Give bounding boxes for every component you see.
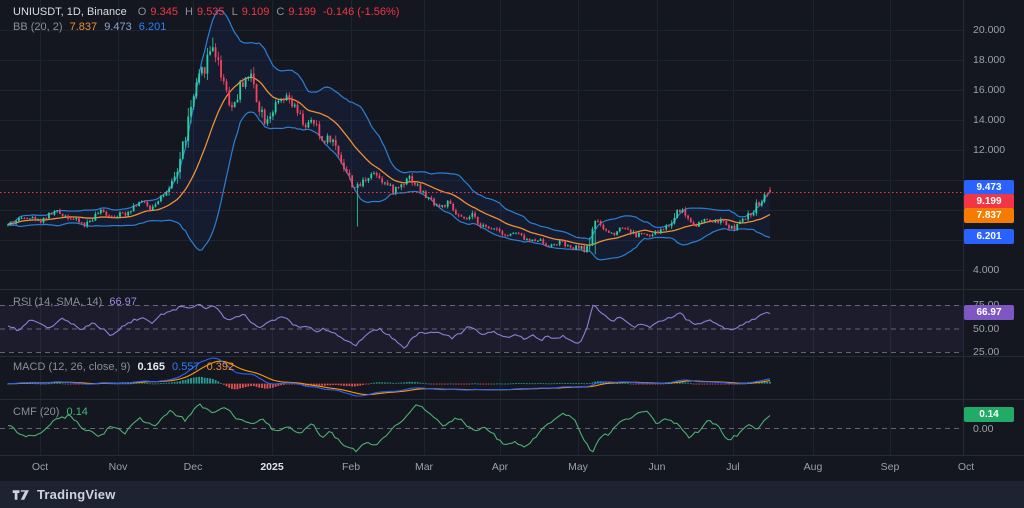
time-axis[interactable] (0, 455, 1024, 481)
time-axis-label: Feb (341, 461, 361, 473)
price-axis-label: 20.000 (973, 24, 1006, 36)
price-axis-label: 14.000 (973, 114, 1006, 126)
time-axis-label: Apr (491, 461, 509, 473)
price-badge: 9.199 (964, 194, 1014, 210)
high-label: H (185, 6, 193, 18)
cmf-value: 0.14 (66, 406, 88, 418)
macd-hist-value: 0.165 (137, 361, 165, 373)
rsi-label: RSI (14, SMA, 14) (13, 296, 103, 308)
open-value: 9.345 (150, 6, 178, 18)
tradingview-brand-text: TradingView (37, 487, 116, 502)
time-axis-label: Jul (726, 461, 740, 473)
attribution-bar: TradingView (0, 481, 1024, 508)
time-axis-label: May (568, 461, 588, 473)
macd-legend[interactable]: MACD (12, 26, close, 9) 0.165 0.557 0.39… (13, 361, 238, 373)
macd-label: MACD (12, 26, close, 9) (13, 361, 131, 373)
close-label: C (276, 6, 285, 18)
rsi-badge: 66.97 (964, 305, 1014, 321)
time-axis-label: Aug (803, 461, 823, 473)
tradingview-logo-link[interactable]: TradingView (12, 487, 116, 502)
low-label: L (231, 6, 238, 18)
bb-label: BB (20, 2) (13, 21, 63, 33)
price-axis[interactable] (963, 0, 1024, 455)
price-badge: 7.837 (964, 208, 1014, 224)
high-value: 9.535 (197, 6, 225, 18)
time-axis-label: 2025 (260, 461, 284, 473)
cmf-legend[interactable]: CMF (20) 0.14 (13, 406, 92, 418)
bb-basis-value: 7.837 (69, 21, 98, 33)
price-badge: 6.201 (964, 229, 1014, 245)
time-axis-label: Sep (880, 461, 900, 473)
cmf-zero-label: 0.00 (973, 423, 994, 435)
symbol-legend[interactable]: UNIUSDT, 1D, Binance O 9.345 H 9.535 L 9… (13, 6, 403, 18)
tradingview-logo-icon (12, 489, 29, 500)
low-value: 9.109 (241, 6, 270, 18)
time-axis-label: Oct (31, 461, 49, 473)
open-label: O (137, 6, 147, 18)
rsi-level-label: 50.00 (973, 322, 1000, 335)
rsi-level-label: 25.00 (973, 346, 1000, 358)
change-value: -0.146 (-1.56%) (323, 6, 400, 18)
price-axis-label: 18.000 (973, 54, 1006, 66)
macd-line-value: 0.557 (172, 361, 200, 373)
close-value: 9.199 (288, 6, 316, 18)
time-axis-label: Nov (108, 461, 128, 473)
time-axis-label: Dec (183, 461, 203, 473)
time-axis-label: Oct (957, 461, 975, 473)
bb-upper-value: 9.473 (104, 21, 132, 33)
rsi-legend[interactable]: RSI (14, SMA, 14) 66.97 (13, 296, 141, 308)
symbol-title: UNIUSDT, 1D, Binance (13, 6, 127, 18)
time-axis-label: Mar (414, 461, 434, 473)
time-axis-label: Jun (648, 461, 666, 473)
macd-signal-value: 0.392 (206, 361, 235, 373)
price-axis-label: 4.000 (973, 264, 1000, 276)
bb-legend[interactable]: BB (20, 2) 7.837 9.473 6.201 (13, 21, 170, 33)
cmf-badge: 0.14 (964, 407, 1014, 423)
cmf-label: CMF (20) (13, 406, 60, 418)
rsi-value: 66.97 (109, 296, 137, 308)
price-axis-label: 16.000 (973, 84, 1006, 96)
bb-lower-value: 6.201 (138, 21, 167, 33)
price-axis-label: 12.000 (973, 144, 1006, 156)
price-badge: 9.473 (964, 180, 1014, 196)
